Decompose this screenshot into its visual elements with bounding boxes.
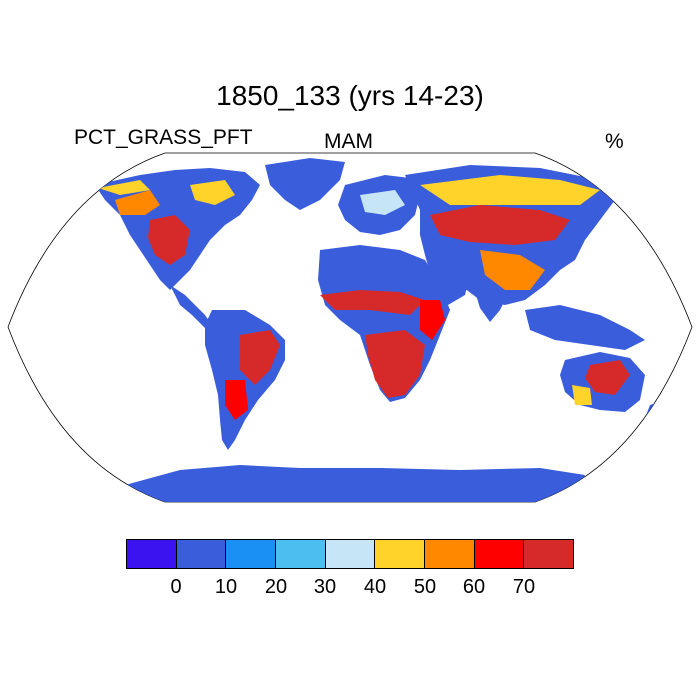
colorbar-tick-label: 0 [170,576,182,598]
arabia [425,255,470,305]
colorbar-tick-label: 60 [462,576,486,598]
colorbar-tick-label: 30 [313,576,337,598]
colorbar-box [325,540,376,568]
colorbar-box [226,540,277,568]
colorbar-box [425,540,475,568]
colorbar [126,539,574,569]
colorbar-box [474,540,525,568]
greenland [265,158,345,210]
colorbar-tick-label: 70 [512,576,536,598]
colorbar-tick-label: 40 [363,576,387,598]
grass-hotspots [98,175,630,420]
colorbar-box [375,540,426,568]
colorbar-tick-label: 20 [264,576,288,598]
map-title: 1850_133 (yrs 14-23) [216,80,484,111]
colorbar-tick-label: 10 [214,576,238,598]
variable-label: PCT_GRASS_PFT [74,126,253,149]
central-america [170,285,212,328]
units-label: % [605,130,624,153]
colorbar-box [524,540,574,568]
colorbar-tick-label: 50 [413,576,437,598]
colorbar-box [276,540,326,568]
india [470,275,510,322]
land-layer [95,158,668,502]
season-label: MAM [324,130,373,153]
antarctica [125,465,585,502]
se-asia-islands [525,305,645,350]
colorbar-box [127,540,177,568]
colorbar-box [176,540,227,568]
